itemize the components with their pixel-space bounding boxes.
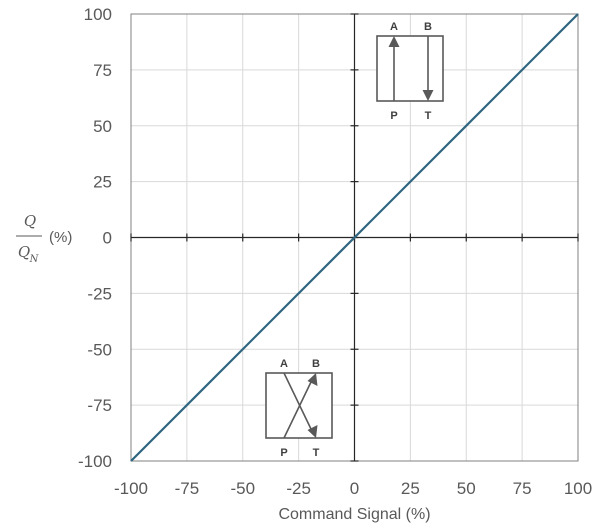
arrowhead-up bbox=[388, 36, 400, 47]
port-label-p-negative: P bbox=[280, 447, 287, 459]
y-axis-label: Q Q N (%) bbox=[16, 212, 72, 265]
port-label-t-positive: T bbox=[425, 110, 432, 122]
y-tick-label: 0 bbox=[103, 229, 112, 248]
y-tick-label: -25 bbox=[87, 284, 112, 303]
y-label-numerator: Q bbox=[24, 212, 36, 230]
x-tick-label: 0 bbox=[350, 479, 359, 498]
x-tick-label: 25 bbox=[401, 479, 420, 498]
y-label-denominator: Q bbox=[18, 243, 30, 261]
port-label-t-negative: T bbox=[313, 447, 320, 459]
port-label-b-negative: B bbox=[312, 358, 320, 370]
x-tick-label: -50 bbox=[230, 479, 255, 498]
arrowhead-down bbox=[422, 90, 434, 101]
x-tick-label: -75 bbox=[175, 479, 200, 498]
arrowhead-to-b bbox=[307, 373, 318, 386]
x-tick-label: -100 bbox=[114, 479, 148, 498]
valve-symbol-positive: A B P T bbox=[376, 21, 444, 122]
valve-symbol-negative: A B P T bbox=[265, 358, 333, 459]
x-axis-label: Command Signal (%) bbox=[278, 506, 430, 523]
port-label-b-positive: B bbox=[424, 21, 432, 33]
series-line bbox=[130, 13, 579, 462]
x-tick-label: 100 bbox=[564, 479, 592, 498]
port-label-a-positive: A bbox=[390, 21, 398, 33]
flow-path-p-to-b bbox=[283, 381, 312, 439]
x-tick-label: 75 bbox=[513, 479, 532, 498]
y-label-denominator-subscript: N bbox=[29, 254, 40, 265]
port-label-a-negative: A bbox=[280, 358, 288, 370]
y-tick-labels: 100 75 50 25 0 -25 -50 -75 -100 bbox=[78, 5, 112, 471]
port-label-p-positive: P bbox=[390, 110, 397, 122]
flow-path-a-to-t bbox=[283, 372, 312, 430]
y-tick-label: -75 bbox=[87, 396, 112, 415]
y-tick-label: -100 bbox=[78, 452, 112, 471]
y-tick-label: -50 bbox=[87, 340, 112, 359]
y-tick-label: 75 bbox=[93, 61, 112, 80]
arrowhead-to-t bbox=[307, 425, 318, 438]
valve-envelope-positive bbox=[376, 35, 444, 102]
y-tick-label: 50 bbox=[93, 117, 112, 136]
x-tick-label: -25 bbox=[286, 479, 311, 498]
y-tick-label: 100 bbox=[84, 5, 112, 24]
x-tick-labels: -100 -75 -50 -25 0 25 50 75 100 bbox=[114, 479, 592, 498]
x-tick-label: 50 bbox=[457, 479, 476, 498]
y-tick-label: 25 bbox=[93, 173, 112, 192]
series-group bbox=[130, 13, 579, 462]
y-label-unit: (%) bbox=[49, 229, 72, 246]
